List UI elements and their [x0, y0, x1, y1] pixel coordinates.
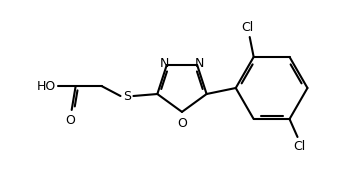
- Text: O: O: [66, 114, 76, 127]
- Text: Cl: Cl: [293, 140, 306, 153]
- Text: HO: HO: [37, 80, 56, 93]
- Text: N: N: [160, 56, 169, 70]
- Text: N: N: [195, 56, 204, 70]
- Text: O: O: [177, 117, 187, 130]
- Text: S: S: [124, 90, 132, 102]
- Text: Cl: Cl: [242, 21, 254, 34]
